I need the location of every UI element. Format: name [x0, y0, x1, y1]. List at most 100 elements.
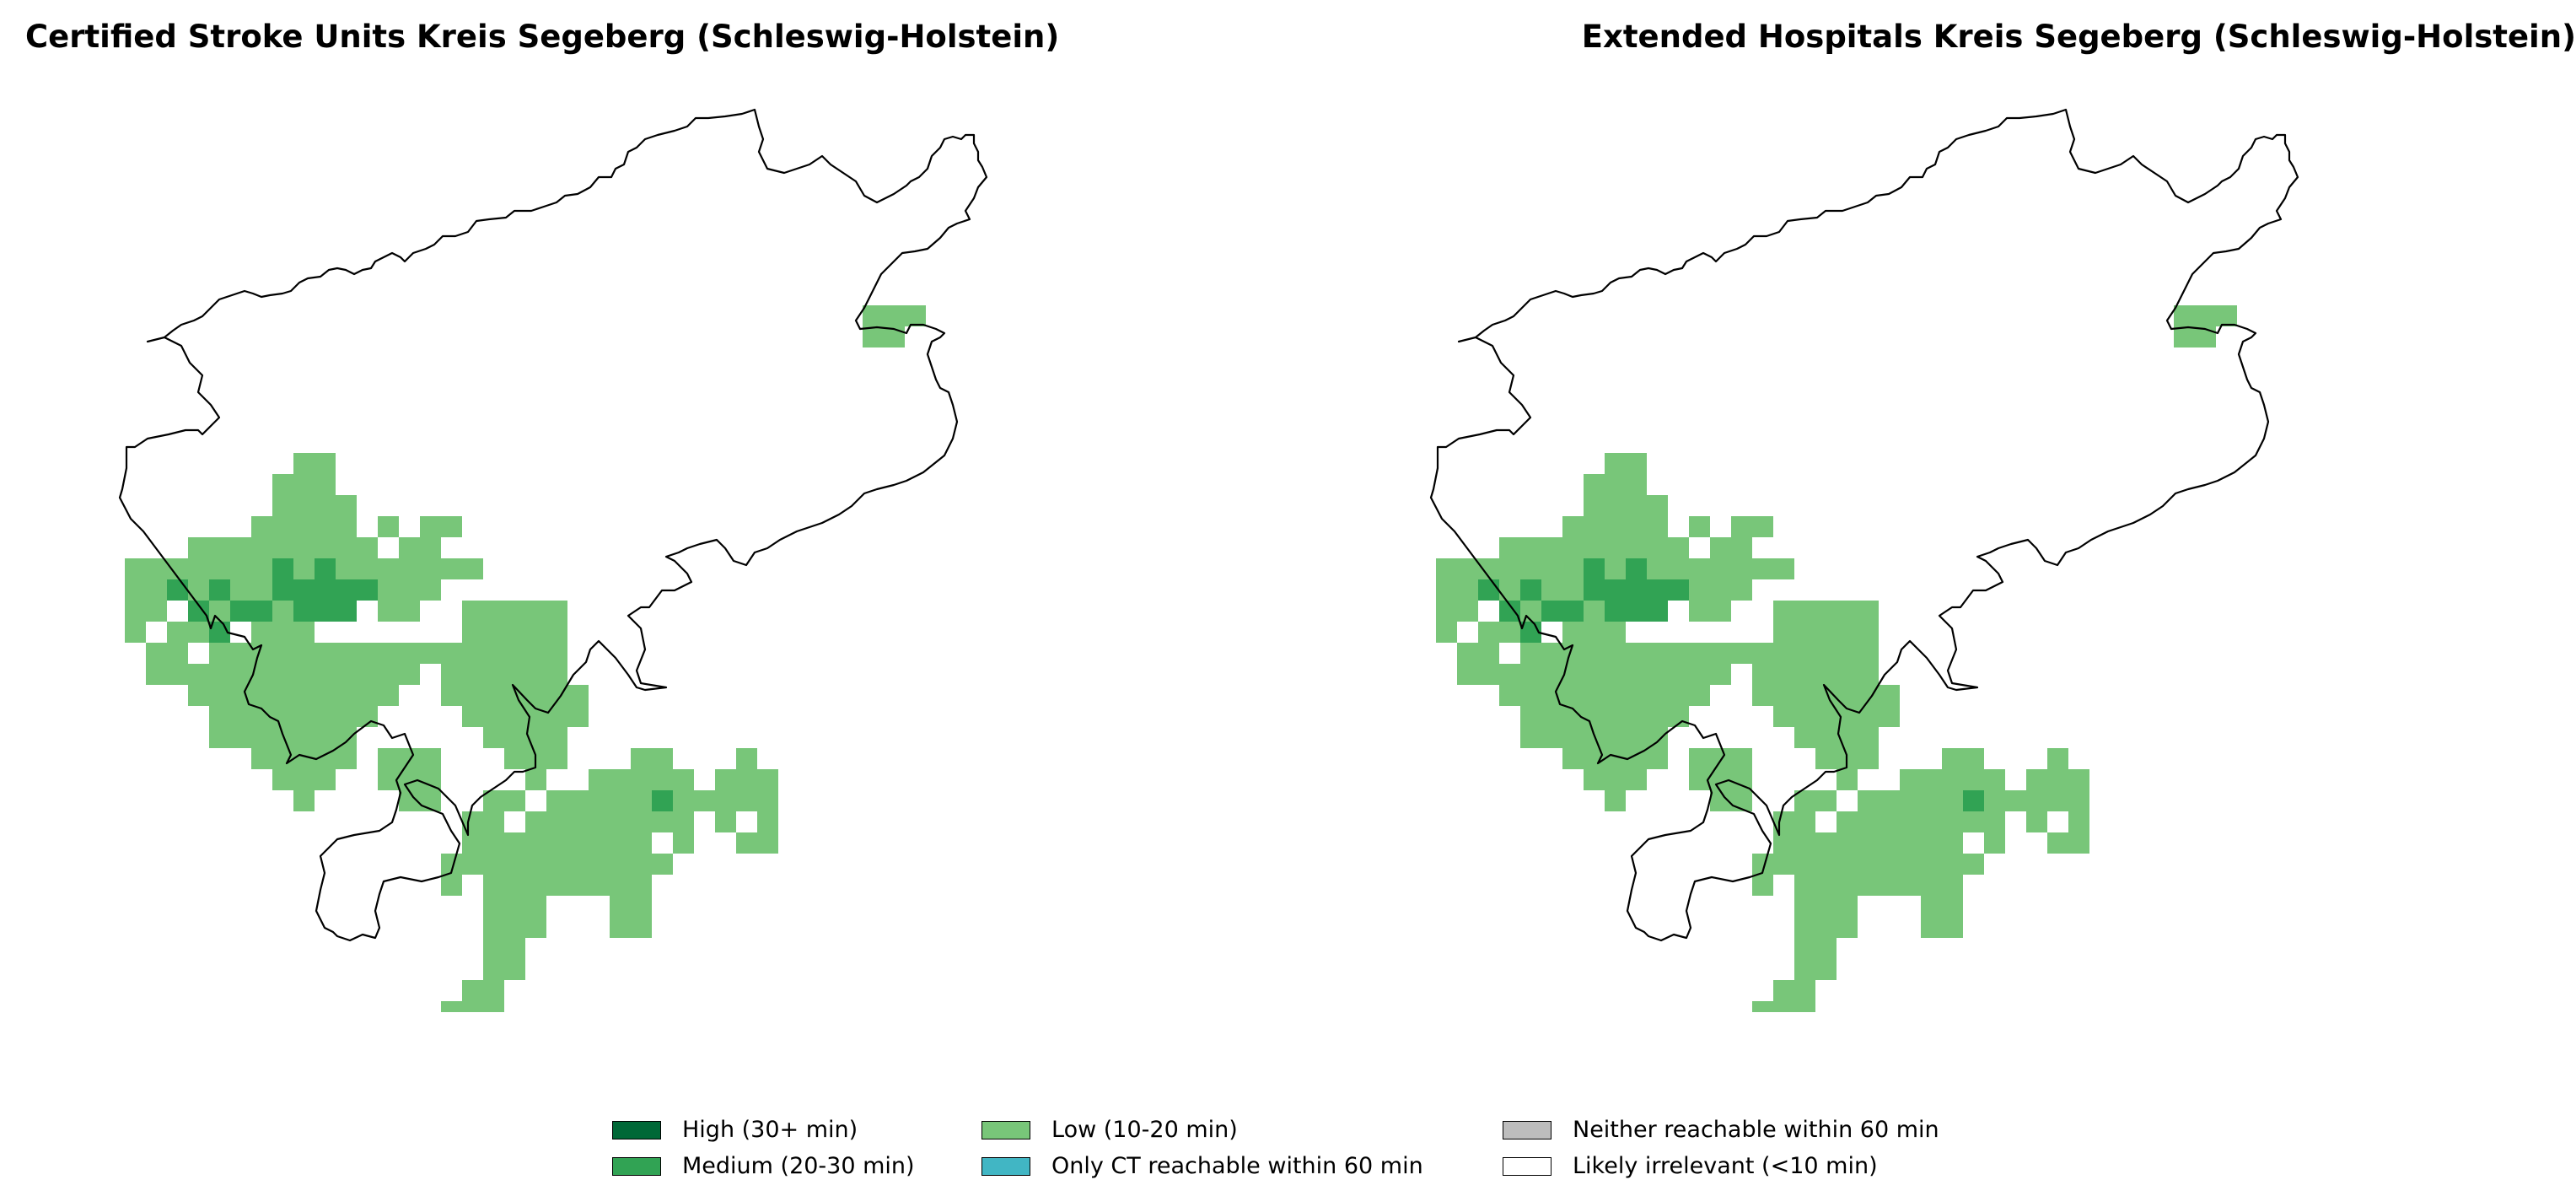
- reachability-cell-low: [1668, 558, 1689, 579]
- reachability-cell-low: [1499, 664, 1520, 685]
- reachability-cell-medium: [1584, 558, 1605, 579]
- reachability-cell-low: [1626, 706, 1647, 727]
- reachability-cell-low: [1815, 622, 1837, 643]
- legend: High (30+ min) Medium (20-30 min) Low (1…: [612, 1112, 1975, 1184]
- reachability-cell-low: [1731, 790, 1752, 811]
- reachability-cell-low: [1752, 516, 1773, 537]
- reachability-cell-low: [399, 558, 420, 579]
- reachability-cell-low: [293, 664, 315, 685]
- reachability-cell-low: [378, 579, 399, 601]
- reachability-cell-low: [209, 706, 230, 727]
- reachability-cell-low: [1942, 875, 1963, 896]
- reachability-cell-low: [209, 601, 230, 622]
- reachability-cell-low: [525, 664, 546, 685]
- reachability-cell-low: [1562, 516, 1584, 537]
- reachability-cell-low: [1900, 875, 1921, 896]
- map-canvas: [1429, 108, 2299, 1012]
- reachability-cell-low: [1815, 875, 1837, 896]
- reachability-cell-low: [610, 917, 631, 938]
- reachability-cell-low: [357, 558, 378, 579]
- legend-swatch: [981, 1120, 1030, 1139]
- reachability-cell-low: [2005, 790, 2026, 811]
- reachability-cell-medium: [1541, 601, 1562, 622]
- reachability-cell-low: [1942, 832, 1963, 854]
- reachability-cell-low: [757, 769, 778, 790]
- reachability-cell-low: [462, 980, 483, 1001]
- reachability-cell-low: [1794, 854, 1815, 875]
- reachability-cell-medium: [1478, 579, 1499, 601]
- reachability-cell-low: [1794, 980, 1815, 1001]
- reachability-cell-medium: [1626, 558, 1647, 579]
- reachability-cell-low: [546, 748, 567, 769]
- reachability-cell-low: [525, 811, 546, 832]
- reachability-cell-low: [1794, 685, 1815, 706]
- reachability-cell-low: [1668, 537, 1689, 558]
- reachability-cell-low: [146, 579, 167, 601]
- reachability-cell-low: [1647, 685, 1668, 706]
- reachability-cell-low: [546, 854, 567, 875]
- reachability-cell-low: [1478, 643, 1499, 664]
- legend-label: Only CT reachable within 60 min: [1051, 1153, 1423, 1179]
- reachability-cell-low: [1752, 1001, 1773, 1012]
- reachability-cell-low: [272, 643, 293, 664]
- reachability-cell-low: [1647, 748, 1668, 769]
- reachability-cell-low: [1858, 622, 1879, 643]
- reachability-cell-low: [2047, 790, 2068, 811]
- reachability-cell-low: [462, 1001, 483, 1012]
- reachability-cell-medium: [315, 558, 336, 579]
- reachability-cell-low: [293, 685, 315, 706]
- reachability-cell-low: [2026, 790, 2047, 811]
- reachability-cell-low: [188, 664, 209, 685]
- legend-swatch: [981, 1156, 1030, 1176]
- reachability-cell-low: [483, 706, 504, 727]
- reachability-cell-low: [378, 664, 399, 685]
- reachability-cell-low: [1710, 579, 1731, 601]
- reachability-cell-low: [546, 727, 567, 748]
- reachability-cell-low: [1584, 601, 1605, 622]
- reachability-cell-low: [1562, 748, 1584, 769]
- reachability-cell-low: [504, 706, 525, 727]
- reachability-cell-low: [1710, 558, 1731, 579]
- reachability-cell-low: [483, 811, 504, 832]
- legend-item-neither: Neither reachable within 60 min: [1503, 1112, 1975, 1148]
- reachability-cell-low: [251, 748, 272, 769]
- reachability-cell-low: [1626, 664, 1647, 685]
- reachability-cell-low: [610, 769, 631, 790]
- map-panel-extended-hospitals: Extended Hospitals Kreis Segeberg (Schle…: [1311, 0, 2576, 1012]
- reachability-cell-low: [1815, 727, 1837, 748]
- reachability-cell-low: [525, 601, 546, 622]
- reachability-cell-low: [1815, 643, 1837, 664]
- reachability-cell-low: [1879, 706, 1900, 727]
- reachability-cell-low: [125, 601, 146, 622]
- reachability-cell-low: [336, 643, 357, 664]
- reachability-cell-low: [1626, 769, 1647, 790]
- reachability-cell-low: [1541, 537, 1562, 558]
- reachability-cell-low: [2068, 769, 2089, 790]
- reachability-cell-low: [1584, 474, 1605, 495]
- reachability-cell-low: [715, 811, 736, 832]
- reachability-cell-low: [1457, 558, 1478, 579]
- reachability-cell-low: [1900, 854, 1921, 875]
- reachability-cell-low: [1478, 664, 1499, 685]
- reachability-cell-low: [230, 727, 251, 748]
- reachability-cell-low: [1942, 854, 1963, 875]
- reachability-cell-low: [251, 727, 272, 748]
- reachability-cell-low: [420, 537, 441, 558]
- reachability-cell-low: [462, 558, 483, 579]
- reachability-cell-low: [715, 769, 736, 790]
- reachability-cell-low: [293, 622, 315, 643]
- reachability-cell-low: [483, 685, 504, 706]
- legend-item-only-ct: Only CT reachable within 60 min: [981, 1148, 1503, 1184]
- reachability-cell-low: [357, 537, 378, 558]
- reachability-cell-low: [1499, 685, 1520, 706]
- reachability-cell-low: [1942, 748, 1963, 769]
- reachability-cell-low: [1668, 685, 1689, 706]
- reachability-cell-low: [1457, 579, 1478, 601]
- reachability-cell-low: [2174, 326, 2195, 347]
- reachability-cell-low: [1731, 643, 1752, 664]
- reachability-cell-low: [125, 622, 146, 643]
- reachability-cell-low: [462, 622, 483, 643]
- reachability-cell-low: [1647, 664, 1668, 685]
- reachability-cell-low: [589, 790, 610, 811]
- reachability-cell-low: [546, 622, 567, 643]
